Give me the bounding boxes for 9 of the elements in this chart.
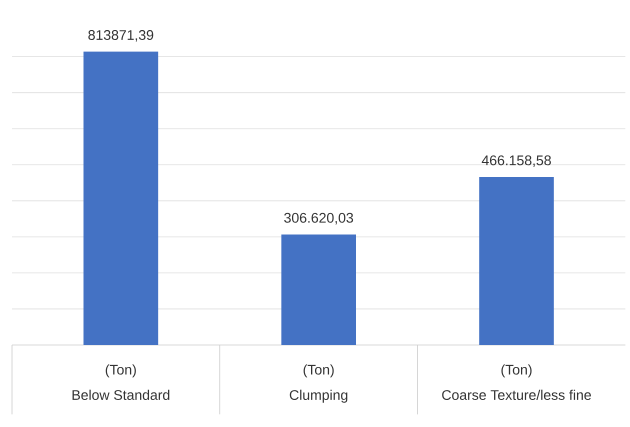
x-tick-label: Clumping [290, 390, 348, 403]
x-tick-label: Coarse Texture/less fine [442, 390, 591, 400]
data-label: 813871,39 [88, 30, 154, 42]
text: (Ton) [106, 364, 136, 378]
text: (Ton) [304, 364, 334, 378]
x-tick-label: Below Standard [72, 390, 170, 400]
data-label: 306.620,03 [284, 212, 354, 224]
data-label: 466.158,58 [482, 155, 551, 167]
text: (Ton) [501, 364, 532, 378]
